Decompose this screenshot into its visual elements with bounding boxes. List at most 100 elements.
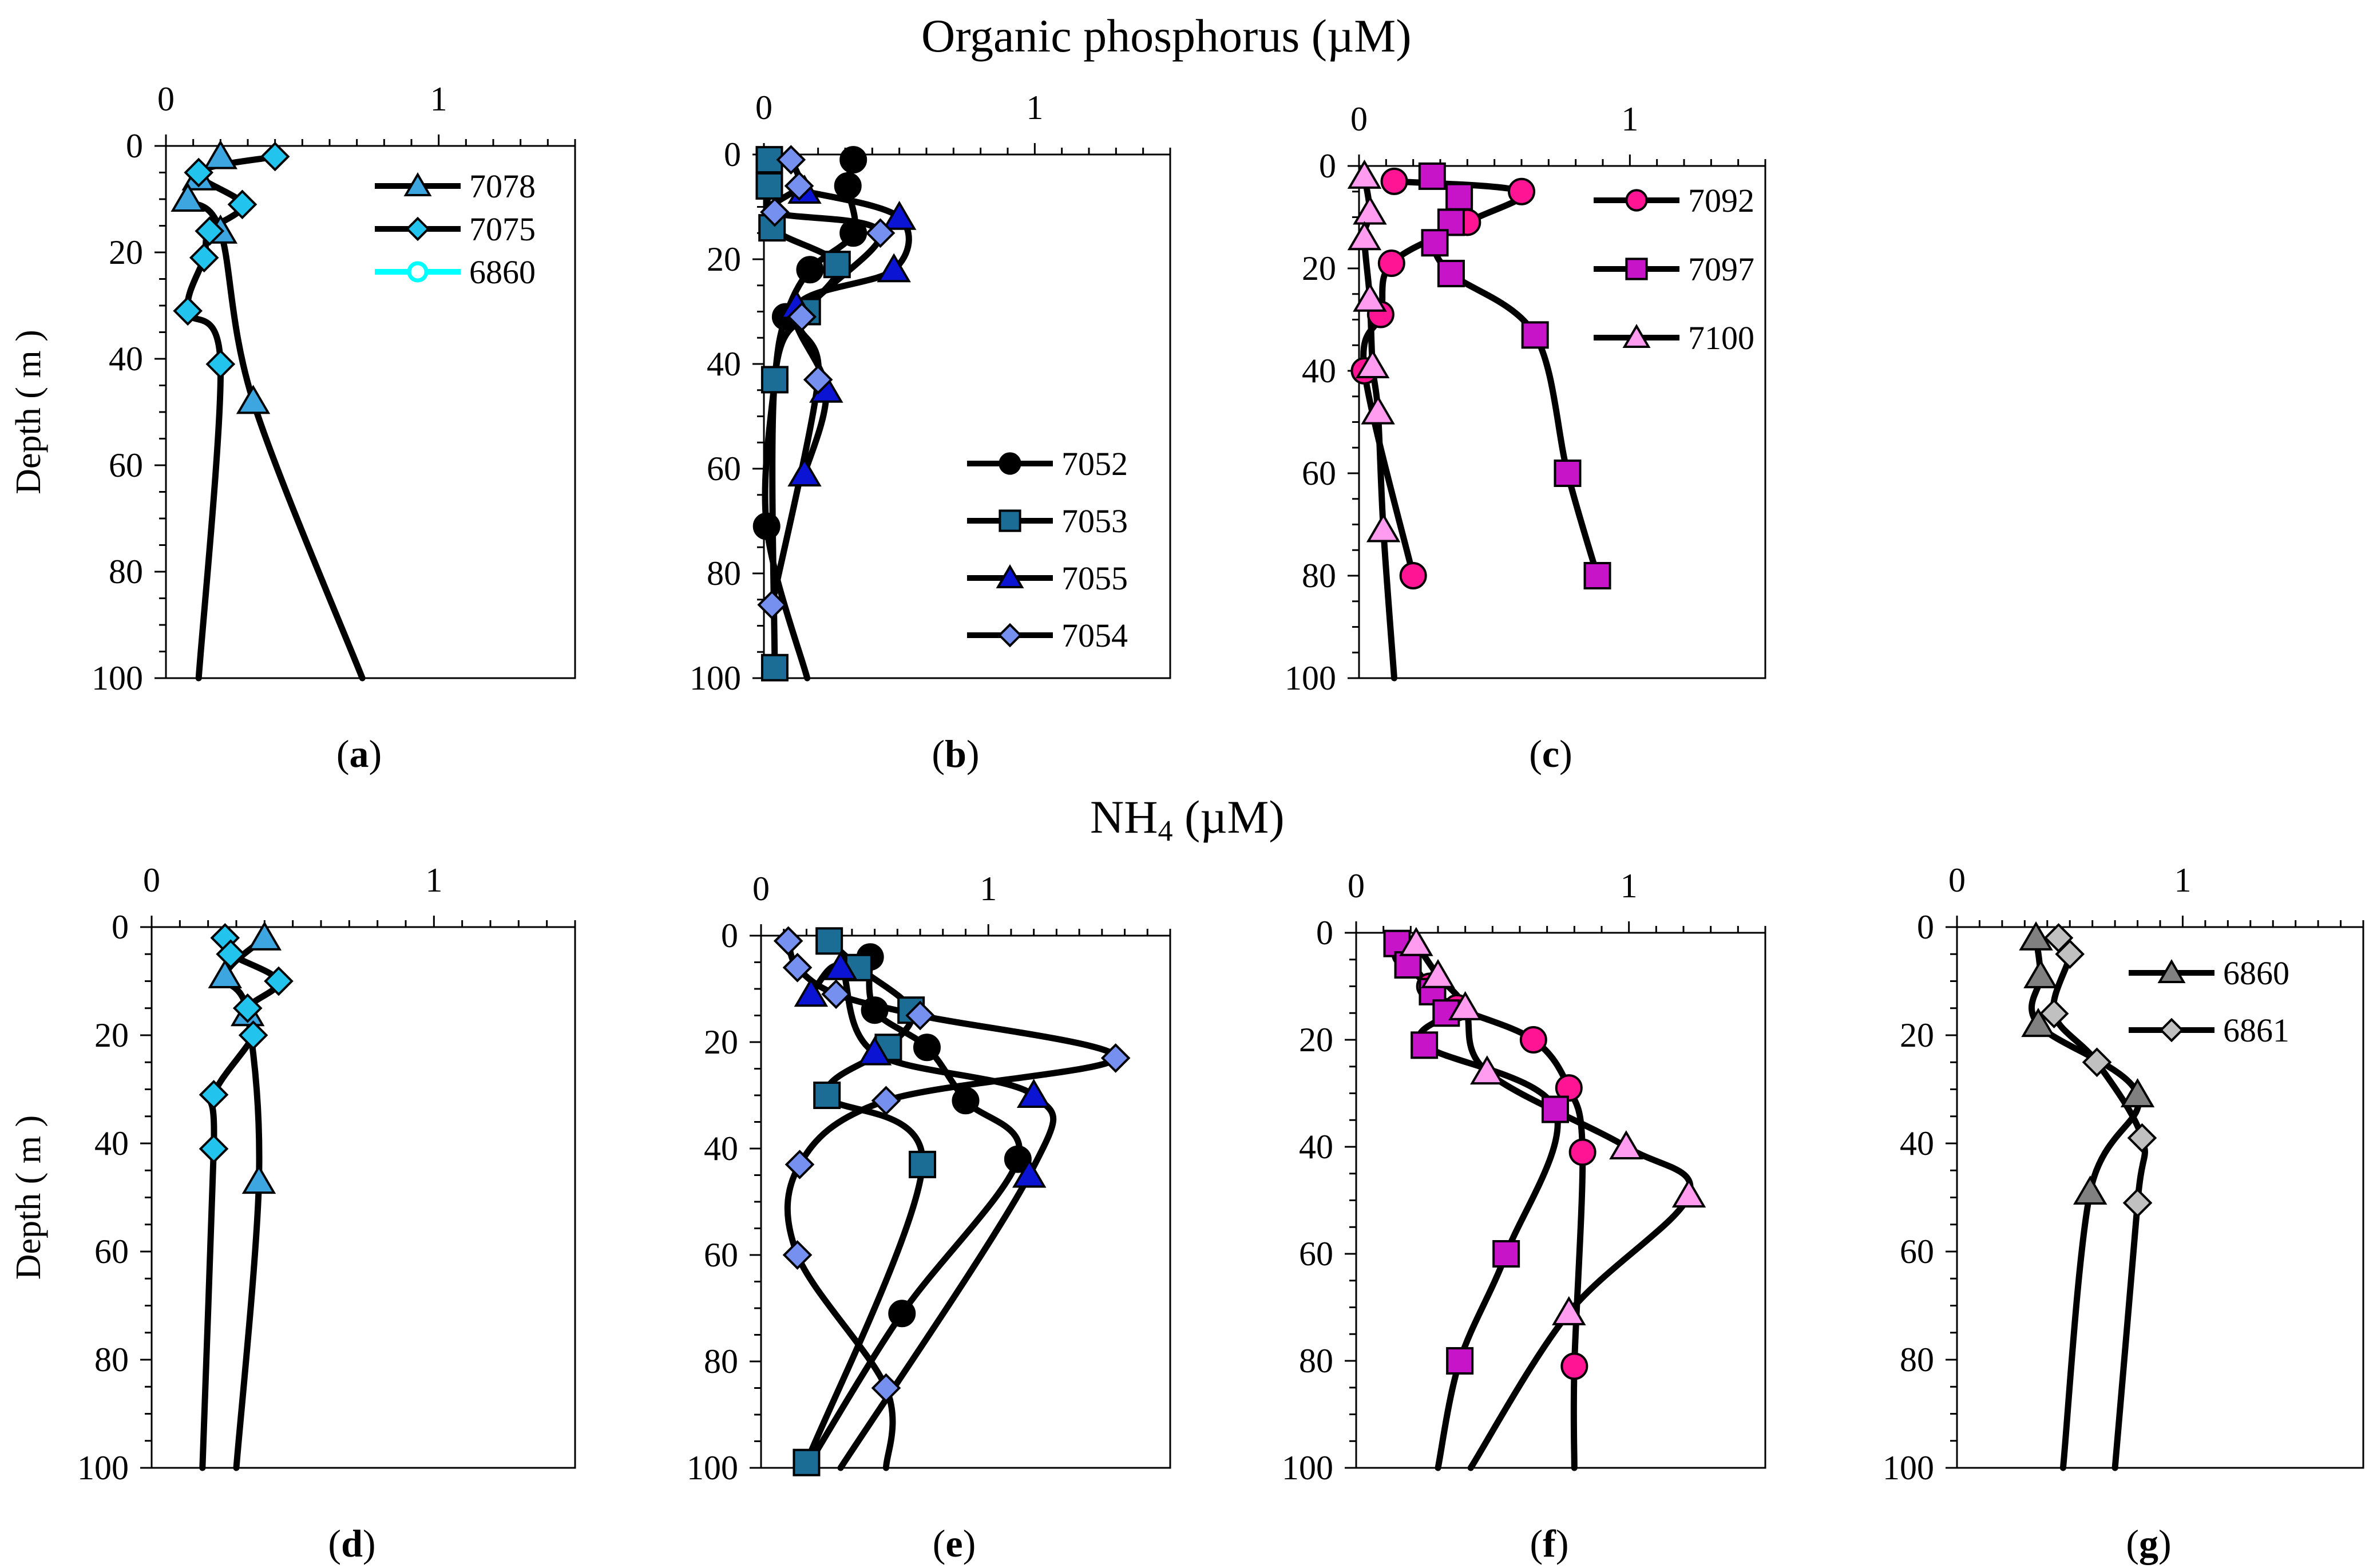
bottom-heading-sub: 4 [1158, 815, 1172, 848]
data-point-7100 [1470, 1055, 1504, 1085]
data-point-7097 [1418, 162, 1446, 190]
x-tick-label: 1 [980, 870, 997, 908]
data-point-7092 [1560, 1352, 1588, 1380]
y-tick-label: 60 [109, 446, 143, 484]
y-tick-label: 40 [1302, 352, 1336, 390]
x-tick-label: 1 [430, 80, 447, 118]
data-point-7092 [1399, 562, 1427, 589]
data-point-7054 [782, 1240, 813, 1270]
caption-close-paren: ) [966, 732, 980, 775]
data-point-7100 [1347, 159, 1382, 189]
y-tick-label: 100 [1282, 1449, 1333, 1487]
y-tick-label: 20 [109, 233, 143, 271]
data-point-7052 [752, 512, 781, 540]
data-point-7055 [1012, 1158, 1047, 1188]
data-point-7092 [1377, 250, 1405, 278]
panel-caption: (e) [933, 1522, 976, 1565]
bottom-heading-unit: (µM) [1172, 791, 1284, 843]
legend-marker [1625, 189, 1648, 212]
y-tick-label: 100 [690, 659, 741, 697]
y-tick-label: 60 [707, 450, 741, 488]
y-tick-label: 0 [112, 908, 129, 946]
y-tick-label: 0 [126, 127, 143, 165]
y-tick-label: 60 [704, 1236, 738, 1274]
legend-marker [403, 172, 432, 196]
x-tick-label: 0 [157, 80, 175, 118]
data-point-7052 [952, 1087, 980, 1115]
data-point-7100 [1421, 959, 1455, 988]
data-point-7075 [227, 189, 257, 220]
caption-close-paren: ) [1556, 1522, 1569, 1565]
caption-close-paren: ) [369, 732, 382, 775]
y-tick-label: 20 [704, 1023, 738, 1061]
data-point-7053 [815, 927, 843, 955]
caption-open-paren: ( [328, 1522, 341, 1565]
data-point-7097 [1446, 1347, 1474, 1375]
data-point-7075 [264, 966, 294, 996]
data-point-7097 [1411, 1031, 1439, 1059]
y-tick-label: 80 [1299, 1342, 1333, 1380]
data-point-7053 [845, 953, 873, 981]
x-tick-label: 0 [143, 861, 160, 899]
data-point-7054 [871, 1086, 901, 1116]
data-point-7053 [909, 1150, 937, 1178]
x-tick-label: 1 [2174, 861, 2191, 899]
caption-close-paren: ) [2158, 1522, 2172, 1565]
y-tick-label: 40 [109, 340, 143, 378]
data-point-7054 [821, 979, 851, 1009]
y-tick-label: 60 [1900, 1233, 1934, 1270]
caption-open-paren: ( [1530, 1522, 1543, 1565]
panel-caption: (c) [1529, 732, 1572, 775]
legend-label: 6860 [469, 254, 536, 291]
data-point-7052 [861, 996, 889, 1024]
data-point-7053 [760, 366, 789, 394]
data-point-7052 [913, 1034, 941, 1062]
y-tick-label: 20 [1900, 1016, 1934, 1054]
y-tick-label: 20 [1299, 1021, 1333, 1059]
data-point-7075 [184, 157, 214, 188]
y-axis-title: Depth ( m ) [9, 1115, 48, 1280]
legend-label: 7075 [469, 211, 536, 248]
bottom-heading: NH4 (µM) [1090, 791, 1285, 848]
data-point-7054 [757, 590, 787, 620]
data-point-7052 [839, 146, 867, 174]
data-point-7078 [236, 385, 271, 414]
data-point-7075 [205, 349, 236, 379]
legend-marker [1625, 258, 1648, 280]
data-point-7053 [793, 1448, 821, 1476]
y-tick-label: 40 [707, 345, 741, 383]
data-point-7054 [785, 1150, 815, 1179]
data-point-7054 [760, 197, 790, 227]
panel-caption: (a) [336, 732, 382, 775]
data-point-7078 [208, 959, 242, 989]
caption-letter: f [1543, 1522, 1556, 1565]
x-tick-label: 0 [752, 870, 770, 908]
data-point-6861 [2127, 1123, 2157, 1153]
data-point-7053 [823, 251, 851, 279]
data-point-6861 [2082, 1047, 2112, 1078]
y-tick-label: 60 [1302, 454, 1336, 492]
y-tick-label: 20 [1302, 250, 1336, 287]
y-tick-label: 0 [721, 917, 738, 955]
legend-label: 7055 [1061, 560, 1128, 597]
data-point-7078 [241, 1165, 276, 1194]
data-point-7092 [1519, 1026, 1547, 1054]
panel-caption: (g) [2126, 1522, 2171, 1565]
data-point-7052 [888, 1300, 916, 1328]
caption-open-paren: ( [336, 732, 350, 775]
x-tick-label: 1 [1621, 100, 1638, 138]
data-point-7052 [839, 219, 867, 247]
data-point-7055 [794, 977, 829, 1007]
x-tick-label: 0 [1350, 100, 1368, 138]
legend-marker [2159, 1017, 2184, 1043]
legend: 7052 7053 7055 7054 [967, 445, 1128, 654]
data-point-7097 [1541, 1095, 1569, 1123]
y-tick-label: 0 [1319, 147, 1336, 185]
data-point-7075 [232, 993, 263, 1023]
y-tick-label: 80 [94, 1341, 129, 1379]
data-point-7075 [199, 1080, 229, 1110]
data-point-7075 [238, 1020, 268, 1050]
data-point-7097 [1521, 321, 1549, 349]
